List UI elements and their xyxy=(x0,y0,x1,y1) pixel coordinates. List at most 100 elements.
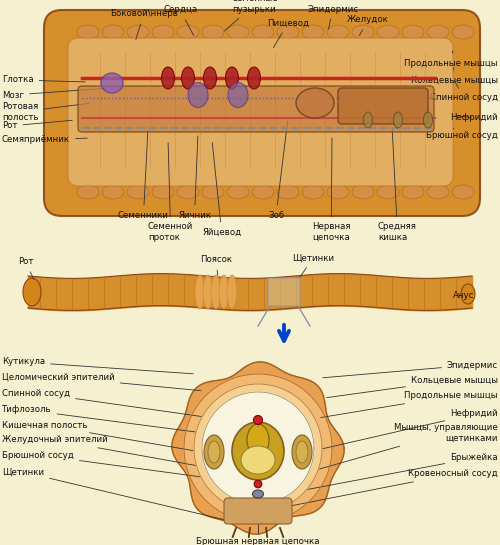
Ellipse shape xyxy=(127,25,149,39)
Ellipse shape xyxy=(219,275,229,309)
Ellipse shape xyxy=(302,25,324,39)
Ellipse shape xyxy=(204,67,216,89)
Ellipse shape xyxy=(102,25,124,39)
Text: Семенники: Семенники xyxy=(118,131,169,220)
FancyBboxPatch shape xyxy=(224,498,292,524)
Ellipse shape xyxy=(394,112,402,128)
Text: Кровеносный сосуд: Кровеносный сосуд xyxy=(282,469,498,507)
Ellipse shape xyxy=(227,275,237,309)
Text: Яичник: Яичник xyxy=(178,136,211,220)
Circle shape xyxy=(254,415,262,425)
Ellipse shape xyxy=(247,424,269,456)
Text: Брюшной сосуд: Брюшной сосуд xyxy=(426,128,498,141)
Ellipse shape xyxy=(102,185,124,199)
Ellipse shape xyxy=(296,441,308,463)
Text: Щетинки: Щетинки xyxy=(292,253,334,278)
Ellipse shape xyxy=(188,82,208,107)
Ellipse shape xyxy=(195,275,205,309)
Ellipse shape xyxy=(208,441,220,463)
Ellipse shape xyxy=(327,25,349,39)
Ellipse shape xyxy=(424,112,432,128)
Ellipse shape xyxy=(23,278,41,306)
Text: Щетинки: Щетинки xyxy=(2,468,232,522)
Text: Нервная
цепочка: Нервная цепочка xyxy=(312,138,350,241)
Ellipse shape xyxy=(248,67,260,89)
Ellipse shape xyxy=(77,185,99,199)
FancyBboxPatch shape xyxy=(268,278,300,306)
Text: Нефридий: Нефридий xyxy=(450,113,498,123)
Ellipse shape xyxy=(127,185,149,199)
Text: Рот: Рот xyxy=(2,120,72,130)
Ellipse shape xyxy=(377,185,399,199)
Text: Пищевод: Пищевод xyxy=(267,19,309,47)
Text: Желудочный эпителий: Желудочный эпителий xyxy=(2,435,230,471)
Text: Кольцевые мышцы: Кольцевые мышцы xyxy=(327,376,498,398)
Text: Глотка: Глотка xyxy=(2,76,85,84)
Polygon shape xyxy=(202,392,314,504)
Ellipse shape xyxy=(182,67,194,89)
Text: Продольные мышцы: Продольные мышцы xyxy=(320,391,498,417)
Text: Ротовая
полость: Ротовая полость xyxy=(2,102,89,122)
Text: Кольцевые мышцы: Кольцевые мышцы xyxy=(411,68,498,84)
Ellipse shape xyxy=(228,82,248,107)
Text: Сердца: Сердца xyxy=(163,5,197,35)
Ellipse shape xyxy=(302,185,324,199)
FancyBboxPatch shape xyxy=(44,10,480,216)
Text: Целомический эпителий: Целомический эпителий xyxy=(2,372,201,391)
Ellipse shape xyxy=(227,25,249,39)
Ellipse shape xyxy=(427,25,449,39)
Ellipse shape xyxy=(277,25,299,39)
Text: Нефридий: Нефридий xyxy=(306,409,498,452)
Text: Анус: Анус xyxy=(453,292,474,300)
Text: Мозг: Мозг xyxy=(2,88,107,100)
Ellipse shape xyxy=(177,25,199,39)
Ellipse shape xyxy=(211,275,221,309)
Text: Средняя
кишка: Средняя кишка xyxy=(378,128,417,241)
Text: Желудок: Желудок xyxy=(347,15,389,35)
Ellipse shape xyxy=(252,25,274,39)
Text: Спинной сосуд: Спинной сосуд xyxy=(430,81,498,102)
Ellipse shape xyxy=(204,435,224,469)
Ellipse shape xyxy=(252,185,274,199)
Ellipse shape xyxy=(226,67,238,89)
Text: Семяприёмник: Семяприёмник xyxy=(2,136,87,144)
FancyBboxPatch shape xyxy=(338,88,428,124)
FancyBboxPatch shape xyxy=(78,86,434,132)
Ellipse shape xyxy=(427,185,449,199)
Text: Эпидермис: Эпидермис xyxy=(307,4,358,29)
Ellipse shape xyxy=(452,25,474,39)
Text: Спинной сосуд: Спинной сосуд xyxy=(2,389,224,420)
Ellipse shape xyxy=(402,185,424,199)
Ellipse shape xyxy=(232,422,284,480)
Text: Яйцевод: Яйцевод xyxy=(202,143,241,237)
Ellipse shape xyxy=(352,185,374,199)
Ellipse shape xyxy=(292,435,312,469)
Text: Зоб: Зоб xyxy=(268,121,287,220)
Text: Кутикула: Кутикула xyxy=(2,358,193,374)
Ellipse shape xyxy=(177,185,199,199)
Ellipse shape xyxy=(227,185,249,199)
Text: Мышцы, управляющие
щетинками: Мышцы, управляющие щетинками xyxy=(304,423,498,473)
Polygon shape xyxy=(194,384,322,512)
Ellipse shape xyxy=(452,185,474,199)
Text: Тифлозоль: Тифлозоль xyxy=(2,405,239,438)
Ellipse shape xyxy=(202,185,224,199)
Circle shape xyxy=(254,480,262,488)
Ellipse shape xyxy=(277,185,299,199)
FancyBboxPatch shape xyxy=(68,38,453,186)
Ellipse shape xyxy=(202,25,224,39)
Ellipse shape xyxy=(296,88,334,118)
Polygon shape xyxy=(172,362,344,534)
Polygon shape xyxy=(184,374,332,522)
Text: Продольные мышцы: Продольные мышцы xyxy=(404,51,498,68)
Ellipse shape xyxy=(352,25,374,39)
Ellipse shape xyxy=(152,25,174,39)
Text: Эпидермис: Эпидермис xyxy=(323,360,498,378)
Text: Рот: Рот xyxy=(18,257,34,280)
Text: Кишечная полость: Кишечная полость xyxy=(2,421,234,458)
Text: Брыжейка: Брыжейка xyxy=(296,453,498,492)
Text: Брюшной сосуд: Брюшной сосуд xyxy=(2,451,251,483)
Text: Поясок: Поясок xyxy=(200,256,232,275)
Ellipse shape xyxy=(252,490,264,498)
Ellipse shape xyxy=(152,185,174,199)
